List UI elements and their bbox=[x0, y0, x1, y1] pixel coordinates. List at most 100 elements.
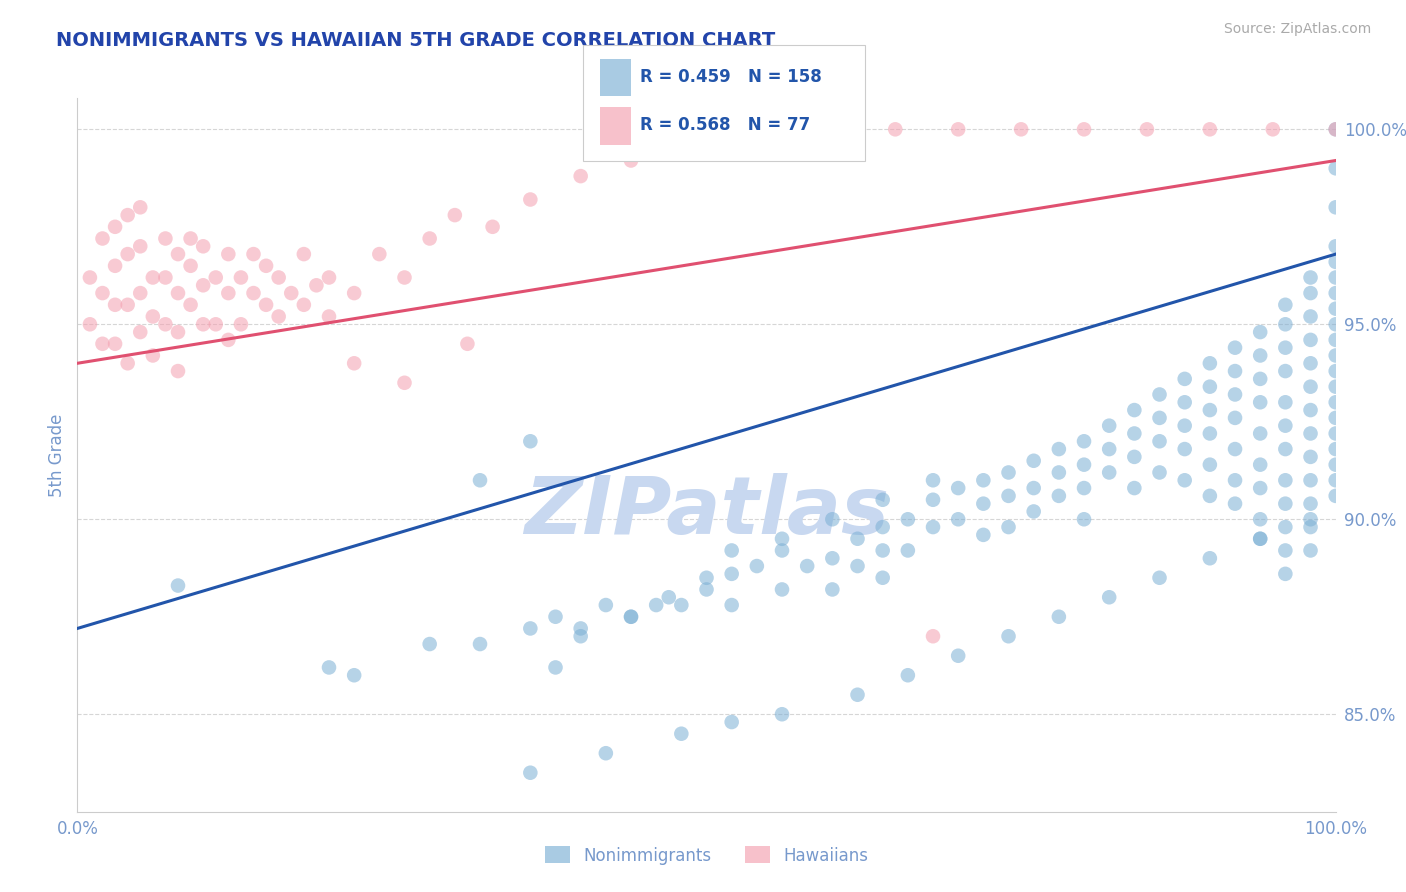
Point bbox=[1223, 410, 1246, 425]
Point bbox=[997, 629, 1019, 643]
Point bbox=[1073, 458, 1095, 472]
Point bbox=[720, 543, 742, 558]
Point bbox=[1123, 426, 1146, 441]
Point bbox=[595, 746, 617, 760]
Point bbox=[1123, 403, 1146, 417]
Point bbox=[1299, 286, 1322, 301]
Point bbox=[544, 609, 567, 624]
Point bbox=[129, 239, 152, 253]
Point bbox=[1274, 543, 1296, 558]
Point bbox=[167, 247, 190, 261]
Point bbox=[1299, 450, 1322, 464]
Point bbox=[104, 298, 127, 312]
Point bbox=[745, 559, 768, 574]
Point bbox=[1174, 442, 1197, 456]
Point bbox=[1324, 318, 1347, 332]
Point bbox=[1022, 454, 1045, 468]
Point bbox=[569, 629, 592, 643]
Point bbox=[1261, 122, 1284, 136]
Point bbox=[1299, 473, 1322, 487]
Point bbox=[1324, 489, 1347, 503]
Text: NONIMMIGRANTS VS HAWAIIAN 5TH GRADE CORRELATION CHART: NONIMMIGRANTS VS HAWAIIAN 5TH GRADE CORR… bbox=[56, 31, 776, 50]
Point bbox=[897, 512, 920, 526]
Point bbox=[155, 231, 177, 245]
Point bbox=[972, 473, 994, 487]
Point bbox=[1324, 286, 1347, 301]
Point bbox=[671, 142, 693, 156]
Point bbox=[444, 208, 467, 222]
Point bbox=[1299, 310, 1322, 324]
Point bbox=[217, 286, 239, 301]
Text: Source: ZipAtlas.com: Source: ZipAtlas.com bbox=[1223, 22, 1371, 37]
Point bbox=[720, 566, 742, 581]
Point bbox=[595, 598, 617, 612]
Point bbox=[204, 270, 226, 285]
Point bbox=[468, 473, 491, 487]
Point bbox=[1249, 426, 1271, 441]
Point bbox=[280, 286, 302, 301]
Point bbox=[1223, 473, 1246, 487]
Point bbox=[191, 278, 215, 293]
Point bbox=[91, 336, 114, 351]
Point bbox=[770, 532, 793, 546]
Point bbox=[155, 318, 177, 332]
Point bbox=[1274, 566, 1296, 581]
Point bbox=[305, 278, 328, 293]
Point bbox=[180, 231, 202, 245]
Point bbox=[1299, 403, 1322, 417]
Point bbox=[419, 231, 441, 245]
Point bbox=[117, 356, 139, 370]
Point bbox=[1324, 395, 1347, 409]
Point bbox=[922, 492, 945, 507]
Point bbox=[267, 310, 290, 324]
Point bbox=[821, 551, 844, 566]
Point bbox=[1299, 512, 1322, 526]
Point bbox=[292, 247, 315, 261]
Point bbox=[1136, 122, 1159, 136]
Point bbox=[254, 298, 277, 312]
Point bbox=[1098, 591, 1121, 605]
Point bbox=[1198, 122, 1220, 136]
Point bbox=[1047, 609, 1070, 624]
Point bbox=[1274, 497, 1296, 511]
Point bbox=[1299, 270, 1322, 285]
Point bbox=[696, 582, 718, 597]
Point bbox=[1324, 122, 1347, 136]
Point bbox=[720, 714, 742, 729]
Point bbox=[1174, 372, 1197, 386]
Point bbox=[1198, 551, 1220, 566]
Point bbox=[1324, 473, 1347, 487]
Point bbox=[770, 582, 793, 597]
Point bbox=[394, 270, 416, 285]
Point bbox=[972, 528, 994, 542]
Point bbox=[1149, 466, 1171, 480]
Point bbox=[1249, 512, 1271, 526]
Point bbox=[821, 512, 844, 526]
Point bbox=[1223, 387, 1246, 401]
Point bbox=[519, 434, 541, 449]
Point bbox=[1249, 532, 1271, 546]
Point bbox=[242, 286, 264, 301]
Point bbox=[468, 637, 491, 651]
Point bbox=[1299, 379, 1322, 393]
Point bbox=[1149, 571, 1171, 585]
Point bbox=[254, 259, 277, 273]
Point bbox=[1249, 458, 1271, 472]
Text: R = 0.568   N = 77: R = 0.568 N = 77 bbox=[640, 116, 810, 134]
Point bbox=[129, 325, 152, 339]
Point bbox=[1249, 395, 1271, 409]
Point bbox=[1198, 403, 1220, 417]
Point bbox=[481, 219, 503, 234]
Point bbox=[1299, 333, 1322, 347]
Point bbox=[1274, 318, 1296, 332]
Point bbox=[1198, 489, 1220, 503]
Point bbox=[180, 259, 202, 273]
Point bbox=[167, 325, 190, 339]
Point bbox=[1098, 442, 1121, 456]
Point bbox=[1299, 543, 1322, 558]
Point bbox=[318, 310, 340, 324]
Point bbox=[671, 598, 693, 612]
Point bbox=[1274, 473, 1296, 487]
Point bbox=[872, 520, 894, 534]
Point bbox=[456, 336, 478, 351]
